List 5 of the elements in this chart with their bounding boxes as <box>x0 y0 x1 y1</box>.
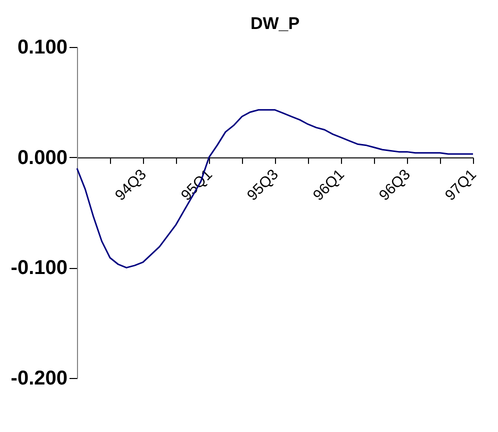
y-tick-label: 0.000 <box>17 146 68 169</box>
y-tick-label: -0.100 <box>10 257 68 280</box>
y-tick-label: 0.100 <box>17 36 68 58</box>
y-tick-label: -0.200 <box>10 368 68 390</box>
chart-title: DW_P <box>250 14 300 33</box>
